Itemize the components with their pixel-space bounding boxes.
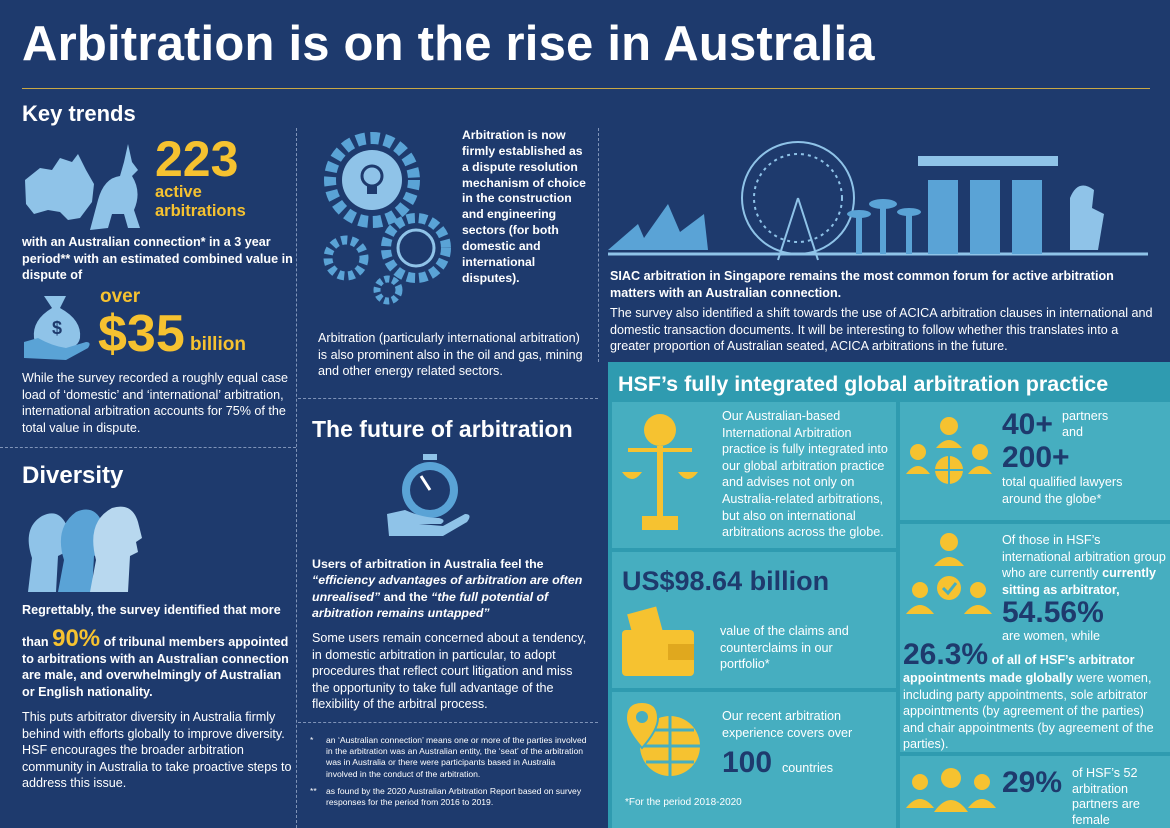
- quote: “the full potential of arbitration remai…: [312, 589, 549, 621]
- text: Of those in HSF’s international arbitrat…: [1002, 533, 1166, 581]
- partners-icon: [906, 768, 996, 812]
- page-title: Arbitration is on the rise in Australia: [22, 17, 875, 71]
- paragraph: The survey also identified a shift towar…: [610, 306, 1153, 354]
- globe-pin-icon: [624, 700, 700, 776]
- portfolio-value: US$98.64 billion: [622, 566, 830, 596]
- stopwatch-icon: [387, 454, 470, 536]
- paragraph: Our recent arbitration experience covers…: [722, 709, 853, 740]
- footnote: an ‘Australian connection’ means one or …: [326, 735, 587, 779]
- lawyers-number: 200+: [1002, 441, 1070, 474]
- svg-text:$: $: [52, 318, 62, 338]
- text: Users of arbitration in Australia feel t…: [312, 557, 544, 571]
- footnote: as found by the 2020 Australian Arbitrat…: [326, 786, 582, 808]
- female-partners-percent: 29%: [1002, 766, 1063, 799]
- wallet-icon: [622, 606, 694, 676]
- paragraph: Arbitration is now firmly established as…: [462, 128, 586, 285]
- divider: [0, 447, 296, 448]
- text: are women, while: [1002, 629, 1100, 643]
- footnote-marker: **: [310, 786, 317, 796]
- paragraph: value of the claims and counterclaims in…: [720, 624, 849, 672]
- divider: [598, 128, 599, 362]
- paragraph: Regrettably, the survey identified that …: [22, 603, 281, 617]
- title-rule: [22, 88, 1150, 89]
- quote: “efficiency advantages of arbitration ar…: [312, 573, 583, 604]
- panel-box: [900, 756, 1170, 828]
- appointments-percent: 26.3%: [903, 638, 989, 671]
- paragraph: Users of arbitration in Australia feel t…: [312, 556, 592, 622]
- text: were women, including party appointments…: [903, 671, 1154, 752]
- sitting-percent: 54.56%: [1002, 596, 1104, 629]
- paragraph: While the survey recorded a roughly equa…: [22, 371, 289, 435]
- partners-label: partners and: [1062, 409, 1122, 440]
- paragraph: Our Australian-based International Arbit…: [722, 409, 888, 540]
- paragraph: Some users remain concerned about a tend…: [312, 631, 587, 712]
- gears-icon: [323, 132, 451, 305]
- stat-label: active arbitrations: [155, 183, 246, 220]
- text: than: [22, 635, 49, 649]
- value-number: $35: [98, 305, 185, 363]
- footnote: *For the period 2018-2020: [625, 797, 742, 808]
- text: of all of HSF’s arbitrator appointments …: [903, 653, 1135, 685]
- text: of tribunal members appointed to arbitra…: [22, 635, 289, 699]
- skyline-illustration: [608, 141, 1148, 261]
- countries-label: countries: [782, 761, 834, 775]
- divider: [298, 722, 598, 723]
- lawyers-label: total qualified lawyers around the globe…: [1002, 475, 1123, 506]
- text: currently sitting as arbitrator,: [1002, 566, 1156, 597]
- paragraph: 26.3% of all of HSF’s arbitrator appoint…: [903, 640, 1165, 753]
- stat-number: 223: [155, 131, 239, 187]
- footnote-marker: *: [310, 735, 314, 745]
- divider: [296, 128, 297, 828]
- faces-icon: [28, 506, 142, 592]
- australia-kangaroo-icon: [25, 144, 140, 230]
- partners-number: 40+: [1002, 408, 1053, 441]
- text: of HSF’s 52 arbitration partners are fem…: [1072, 766, 1140, 828]
- text: partners: [1062, 409, 1109, 423]
- countries-number: 100: [722, 746, 773, 779]
- paragraph: This puts arbitrator diversity in Austra…: [22, 710, 292, 791]
- text: and the: [383, 589, 428, 604]
- value-prefix: over: [100, 286, 141, 307]
- section-heading: Diversity: [22, 462, 124, 489]
- text: and: [1062, 424, 1084, 439]
- divider: [298, 398, 598, 399]
- arbitrators-icon: [906, 533, 992, 614]
- value-unit: billion: [190, 334, 246, 355]
- paragraph: Of those in HSF’s international arbitrat…: [1002, 532, 1167, 598]
- scales-icon: [622, 414, 698, 530]
- stat-text: with an Australian connection* in a 3 ye…: [22, 235, 293, 283]
- section-heading: Key trends: [22, 101, 136, 126]
- paragraph: SIAC arbitration in Singapore remains th…: [610, 269, 1114, 300]
- section-heading: The future of arbitration: [312, 416, 573, 442]
- paragraph: Arbitration (particularly international …: [318, 331, 583, 379]
- money-icon: $: [24, 296, 90, 360]
- stat-number: 90%: [52, 625, 101, 652]
- team-globe-icon: [906, 417, 992, 484]
- section-heading: HSF’s fully integrated global arbitratio…: [618, 372, 1109, 396]
- paragraph: than 90% of tribunal members appointed t…: [22, 625, 294, 700]
